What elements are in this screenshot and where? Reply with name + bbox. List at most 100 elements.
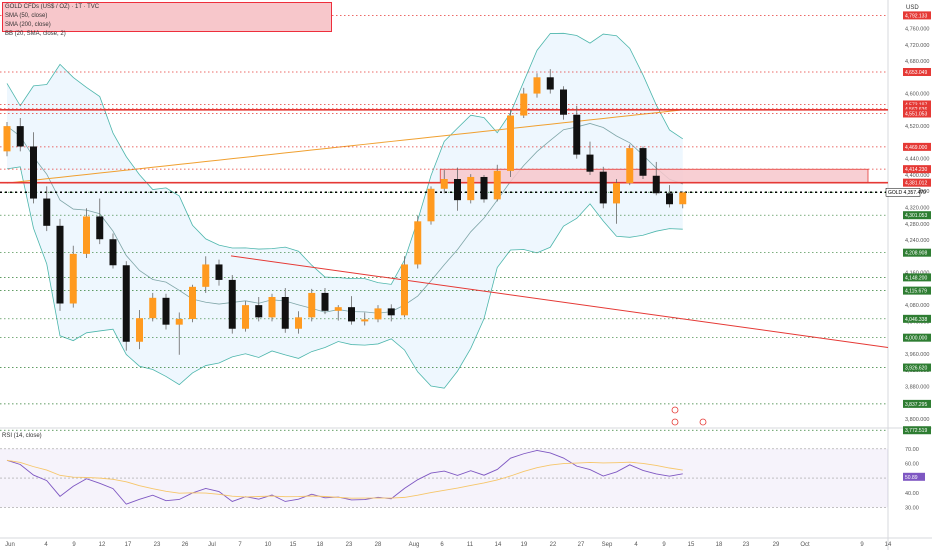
candle-body bbox=[533, 77, 541, 94]
candle-body bbox=[546, 77, 554, 90]
rsi-tick-label: 40.00 bbox=[905, 491, 919, 497]
price-tag bbox=[903, 11, 931, 20]
x-tick-label: 19 bbox=[521, 542, 528, 548]
price-tag bbox=[903, 178, 931, 187]
price-tag bbox=[903, 314, 931, 323]
price-tag bbox=[903, 142, 931, 151]
y-tick-label: 4,240.000 bbox=[905, 238, 929, 244]
legend-bb[interactable]: BB (20, SMA, close, 2) bbox=[5, 31, 66, 37]
rsi-current-tag bbox=[903, 472, 925, 481]
rsi-tick-label: 70.00 bbox=[905, 447, 919, 453]
x-tick-label: 10 bbox=[265, 542, 272, 548]
trendline bbox=[230, 255, 889, 348]
y-tick-label: 3,800.000 bbox=[905, 417, 929, 423]
x-tick-label: 4 bbox=[44, 542, 48, 548]
price-tag bbox=[903, 248, 931, 257]
x-tick-label: 18 bbox=[317, 542, 324, 548]
candle-body bbox=[573, 114, 581, 155]
price-tag bbox=[903, 286, 931, 295]
x-tick-label: 15 bbox=[688, 542, 695, 548]
price-tag bbox=[903, 165, 931, 174]
candle-body bbox=[361, 319, 369, 322]
sma200-line bbox=[6, 109, 683, 184]
price-tag bbox=[885, 187, 921, 197]
candle-body bbox=[652, 175, 660, 194]
candle-body bbox=[83, 216, 90, 254]
x-tick-label: 12 bbox=[99, 542, 106, 548]
rsi-ma-line bbox=[6, 459, 683, 499]
candle-body bbox=[467, 176, 475, 201]
rsi-tick-label: 60.00 bbox=[905, 461, 919, 467]
candle-body bbox=[3, 126, 11, 152]
candle-body bbox=[626, 148, 634, 184]
legend-sma200[interactable]: SMA (200, close) bbox=[5, 22, 51, 28]
price-tag-label: 4,469.000 bbox=[905, 145, 927, 151]
x-tick-label: Jul bbox=[208, 542, 216, 548]
y-tick-label: 4,320.000 bbox=[905, 205, 929, 211]
candle-body bbox=[493, 170, 501, 200]
price-tag-label: 4,381.012 bbox=[905, 181, 927, 187]
x-tick-label: 14 bbox=[885, 542, 892, 548]
candle-body bbox=[215, 264, 223, 280]
candle-body bbox=[387, 308, 395, 316]
chart-legend[interactable]: GOLD CFDs (US$ / OZ) · 1T · TVC SMA (50,… bbox=[2, 2, 332, 37]
x-tick-label: 9 bbox=[662, 542, 666, 548]
x-tick-label: 4 bbox=[634, 542, 638, 548]
price-tag-label: GOLD 4,357.470 bbox=[888, 190, 926, 196]
price-tag-label: 4,653.049 bbox=[905, 70, 927, 76]
price-tag-label: 4,301.053 bbox=[905, 213, 927, 219]
candle-body bbox=[30, 146, 37, 199]
y-tick-label: 4,520.000 bbox=[905, 124, 929, 130]
candle-body bbox=[189, 286, 196, 319]
candle-body bbox=[679, 192, 687, 205]
price-tag bbox=[903, 104, 931, 113]
currency-label: USD bbox=[906, 5, 919, 11]
x-tick-label: Aug bbox=[409, 542, 420, 548]
bollinger-fill bbox=[7, 33, 683, 389]
candle-body bbox=[639, 148, 647, 176]
candle-body bbox=[136, 318, 143, 342]
rsi-title[interactable]: RSI (14, close) bbox=[2, 433, 42, 439]
x-tick-label: 28 bbox=[375, 542, 382, 548]
legend-sma50[interactable]: SMA (50, close) bbox=[5, 13, 48, 19]
candle-body bbox=[454, 179, 461, 201]
candle-body bbox=[401, 264, 408, 316]
price-tag-label: 3,926.620 bbox=[905, 366, 927, 372]
price-tag-label: 4,046.338 bbox=[905, 317, 927, 323]
candle-body bbox=[440, 179, 448, 189]
price-tag-label: 4,115.679 bbox=[905, 289, 927, 295]
candle-body bbox=[374, 308, 382, 320]
x-tick-label: Sep bbox=[602, 542, 613, 548]
event-icon bbox=[671, 418, 679, 426]
y-tick-label: 4,280.000 bbox=[905, 222, 929, 228]
candle-body bbox=[666, 193, 673, 205]
bollinger-lower bbox=[6, 166, 683, 389]
y-tick-label: 4,760.000 bbox=[905, 26, 929, 32]
price-tag-label: 4,792.133 bbox=[905, 13, 927, 19]
rsi-tick-label: 30.00 bbox=[905, 505, 919, 511]
y-tick-label: 4,600.000 bbox=[905, 92, 929, 98]
price-tag bbox=[903, 273, 931, 282]
x-tick-label: 6 bbox=[440, 542, 444, 548]
y-tick-label: 4,720.000 bbox=[905, 43, 929, 49]
price-tag bbox=[903, 109, 931, 118]
x-tick-label: Jun bbox=[5, 542, 15, 548]
price-tag bbox=[903, 67, 931, 76]
x-tick-label: 14 bbox=[495, 542, 502, 548]
candle-body bbox=[414, 221, 422, 265]
candle-body bbox=[69, 253, 77, 304]
x-tick-label: 17 bbox=[125, 542, 132, 548]
event-icon bbox=[699, 418, 707, 426]
x-tick-label: 29 bbox=[773, 542, 780, 548]
candle-body bbox=[162, 297, 170, 325]
y-tick-label: 4,080.000 bbox=[905, 303, 929, 309]
candle-body bbox=[202, 264, 210, 287]
candle-body bbox=[109, 239, 117, 266]
rsi-current-label: 50.89 bbox=[905, 475, 918, 481]
candle-body bbox=[268, 296, 276, 318]
candle-body bbox=[599, 171, 607, 204]
price-tag bbox=[903, 363, 931, 372]
legend-symbol[interactable]: GOLD CFDs (US$ / OZ) · 1T · TVC bbox=[5, 4, 100, 10]
